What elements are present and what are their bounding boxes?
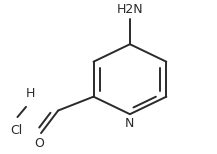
Text: H: H: [26, 87, 35, 100]
Text: O: O: [34, 137, 44, 150]
Text: H2N: H2N: [117, 3, 143, 16]
Text: Cl: Cl: [11, 124, 23, 137]
Text: N: N: [125, 117, 135, 130]
